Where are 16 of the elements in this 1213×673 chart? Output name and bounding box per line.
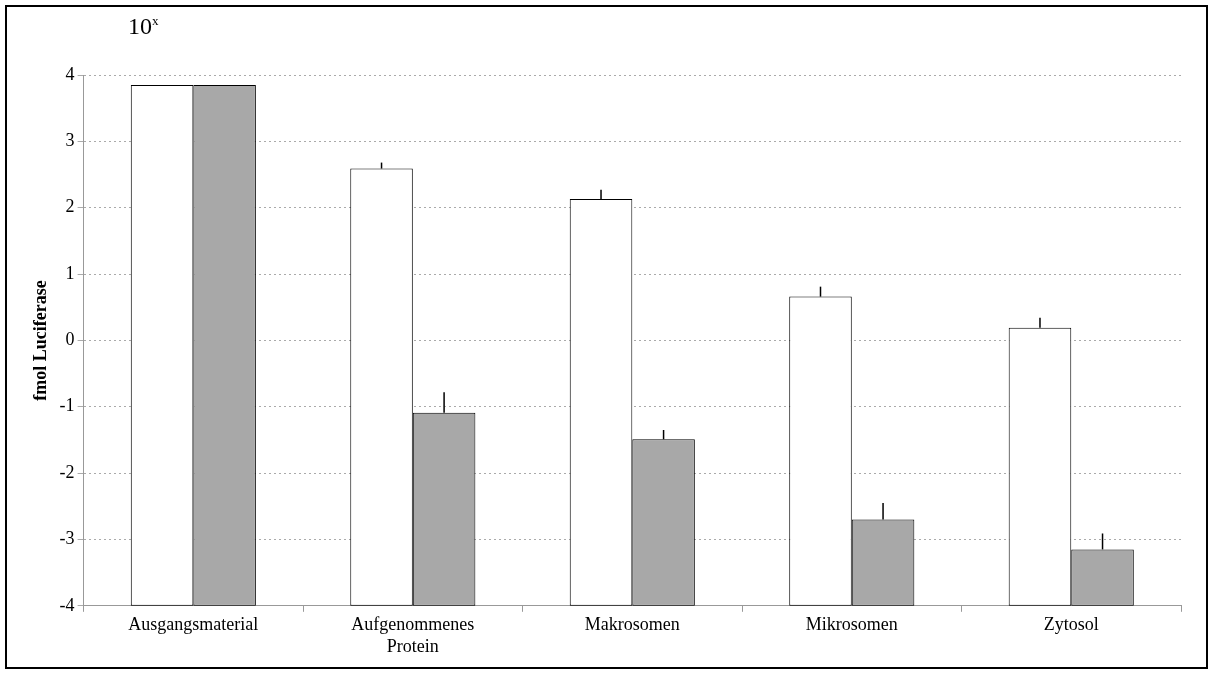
y-axis-title: fmol Luciferase: [30, 280, 51, 401]
x-tick-label: Makrosomen: [584, 614, 680, 635]
y-tick-label: 0: [65, 329, 75, 350]
y-tick-label: -2: [59, 461, 75, 482]
text: 10$^{x}$: [128, 13, 159, 40]
y-tick-label: 2: [65, 196, 75, 217]
y-tick-label: 4: [65, 63, 75, 84]
y-tick-label: -3: [59, 528, 75, 549]
y-tick-label: -1: [59, 395, 75, 416]
x-tick-label: Zytosol: [1043, 614, 1099, 635]
x-tick-label: Ausgangsmaterial: [128, 614, 259, 635]
y-tick-label: 3: [65, 130, 75, 151]
x-tick-label: Mikrosomen: [805, 614, 898, 635]
y-tick-label: 1: [65, 262, 75, 283]
x-tick-label: Aufgenommenes Protein: [351, 614, 475, 656]
y-tick-label: -4: [59, 594, 75, 615]
